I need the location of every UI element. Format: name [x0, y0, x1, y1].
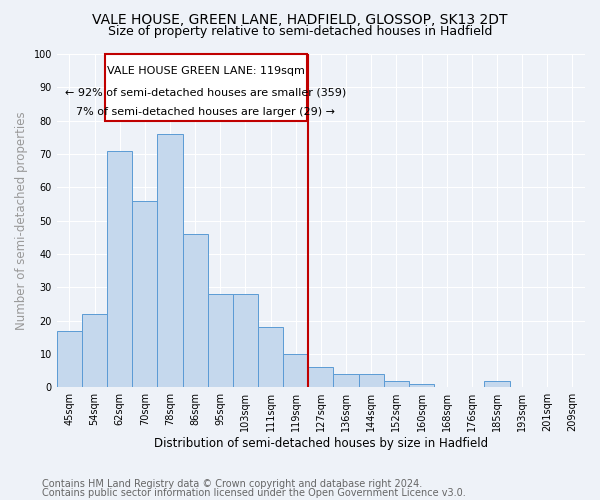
Text: Size of property relative to semi-detached houses in Hadfield: Size of property relative to semi-detach…	[108, 25, 492, 38]
Bar	[107, 150, 132, 387]
Bar	[409, 384, 434, 387]
Bar	[132, 200, 157, 387]
Text: VALE HOUSE, GREEN LANE, HADFIELD, GLOSSOP, SK13 2DT: VALE HOUSE, GREEN LANE, HADFIELD, GLOSSO…	[92, 12, 508, 26]
Text: ← 92% of semi-detached houses are smaller (359): ← 92% of semi-detached houses are smalle…	[65, 88, 346, 98]
Bar	[334, 374, 359, 387]
Bar	[384, 380, 409, 387]
Bar	[258, 327, 283, 387]
Y-axis label: Number of semi-detached properties: Number of semi-detached properties	[15, 112, 28, 330]
X-axis label: Distribution of semi-detached houses by size in Hadfield: Distribution of semi-detached houses by …	[154, 437, 488, 450]
Text: Contains public sector information licensed under the Open Government Licence v3: Contains public sector information licen…	[42, 488, 466, 498]
Bar	[283, 354, 308, 387]
Text: Contains HM Land Registry data © Crown copyright and database right 2024.: Contains HM Land Registry data © Crown c…	[42, 479, 422, 489]
Bar	[82, 314, 107, 387]
Text: VALE HOUSE GREEN LANE: 119sqm: VALE HOUSE GREEN LANE: 119sqm	[107, 66, 305, 76]
FancyBboxPatch shape	[104, 54, 307, 120]
Bar	[484, 380, 509, 387]
Bar	[157, 134, 182, 387]
Bar	[233, 294, 258, 387]
Bar	[359, 374, 384, 387]
Bar	[308, 367, 334, 387]
Text: 7% of semi-detached houses are larger (29) →: 7% of semi-detached houses are larger (2…	[76, 108, 335, 118]
Bar	[182, 234, 208, 387]
Bar	[57, 330, 82, 387]
Bar	[208, 294, 233, 387]
